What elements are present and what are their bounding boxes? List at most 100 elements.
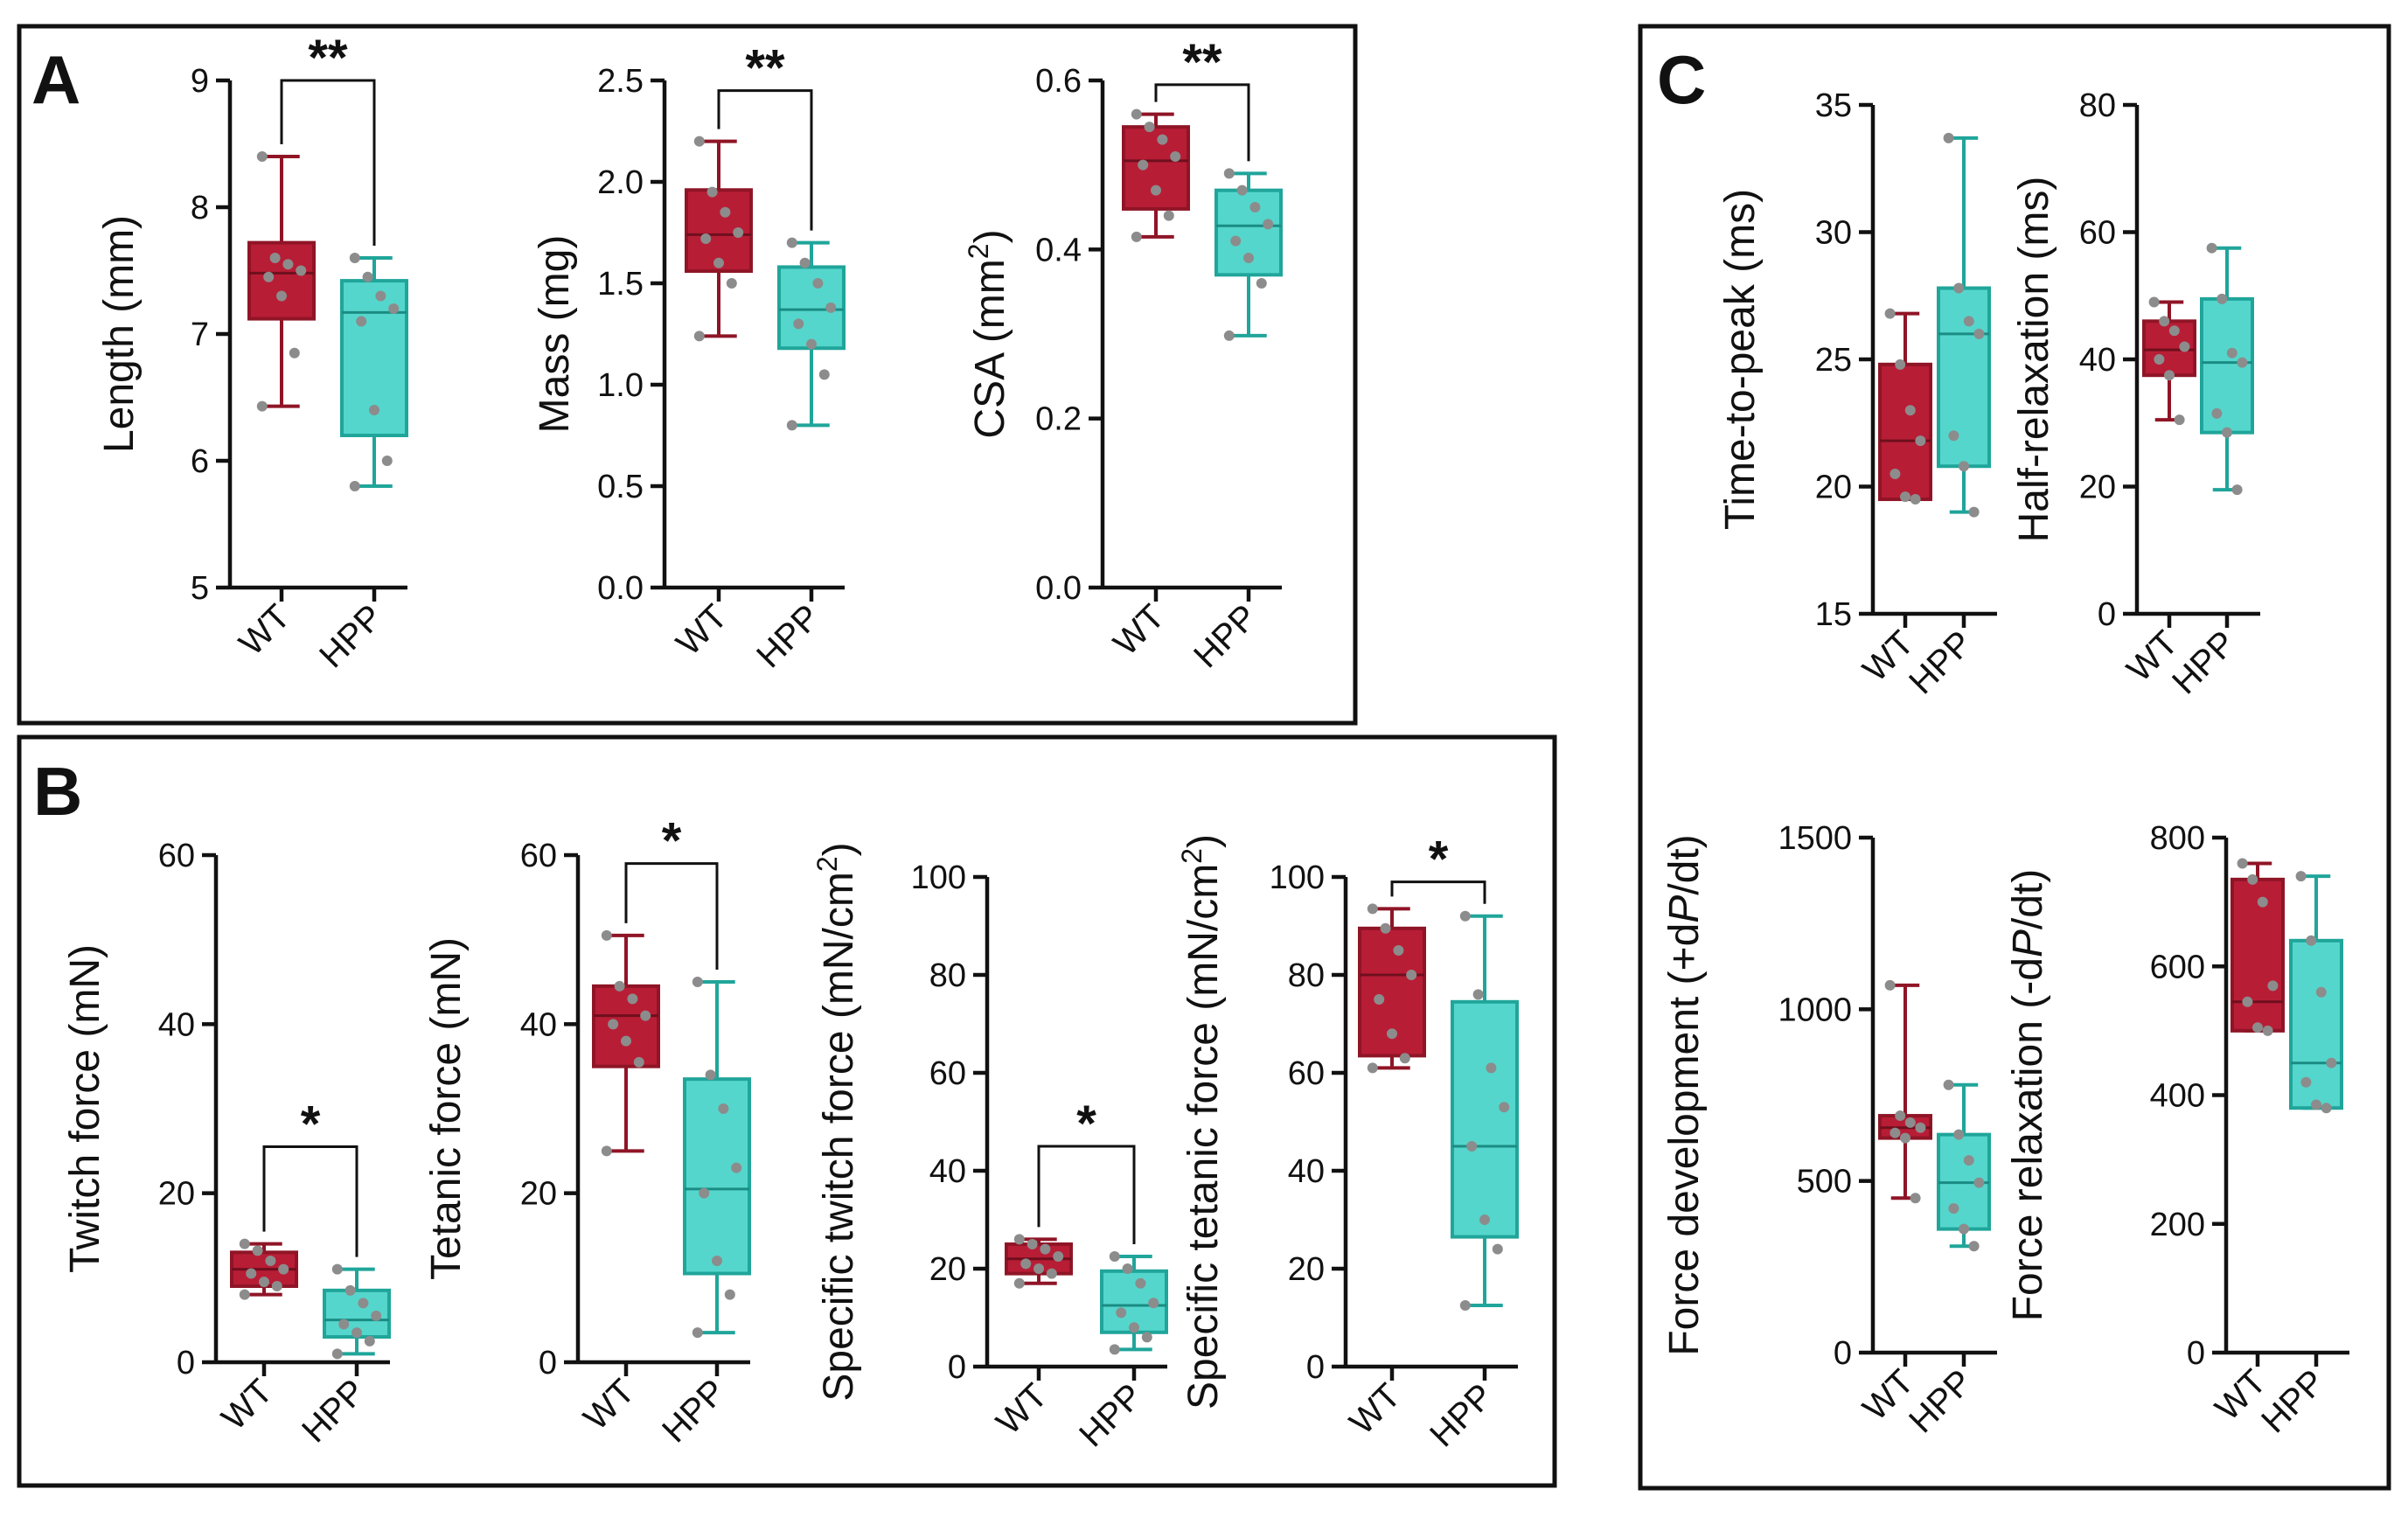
forcerelax-wt-box [2231, 877, 2285, 1033]
spec_twitch-x-tick-label: WT [989, 1376, 1054, 1442]
spec_twitch-y-tick-label: 60 [929, 1055, 966, 1092]
twitch-y-tick-label: 0 [177, 1345, 195, 1381]
length-wt-point [263, 271, 275, 282]
panel-a: A [17, 24, 1358, 726]
length-y-tick-label: 5 [191, 570, 209, 607]
tetanic-y-tick-label: 20 [520, 1176, 557, 1213]
ttp-hpp-point [1963, 316, 1974, 327]
forcedev-wt-point [1900, 1132, 1910, 1144]
length-hpp-point [369, 405, 379, 415]
twitch-y-tick-label: 20 [158, 1176, 195, 1213]
forcerelax-hpp-point [2326, 1057, 2337, 1068]
tetanic-y-tick-label: 60 [520, 838, 557, 874]
twitch-hpp-point [358, 1298, 369, 1309]
spec_twitch-hpp-point [1148, 1298, 1159, 1309]
csa-y-tick-label: 0.6 [1035, 63, 1082, 100]
tetanic-wt-point [640, 1010, 651, 1021]
mass-y-tick-label: 0.5 [597, 469, 644, 505]
spec_tetanic-hpp-point [1479, 1214, 1490, 1225]
twitch-wt-point [271, 1281, 282, 1291]
twitch-hpp-point [344, 1284, 356, 1296]
tetanic-hpp-point [705, 1069, 716, 1081]
spec_tetanic-x-tick-label: HPP [1423, 1376, 1500, 1454]
mass-significance-bracket [717, 89, 813, 231]
spec_tetanic-hpp-point [1499, 1102, 1510, 1113]
csa-wt-point [1131, 108, 1142, 120]
spec_tetanic-wt-point [1380, 922, 1391, 934]
length-x-tick-label: WT [232, 597, 297, 663]
spec_tetanic-y-tick-label: 40 [1288, 1153, 1325, 1190]
length-hpp-point [349, 481, 360, 491]
csa-hpp-point [1256, 278, 1267, 289]
forcedev-hpp-point [1968, 1241, 1980, 1252]
twitch-wt-point [259, 1277, 269, 1288]
ttp-wt-box [1878, 362, 1932, 502]
spec_twitch-hpp-point [1141, 1332, 1152, 1343]
length-y-label: Length (mm) [96, 215, 143, 453]
spec_tetanic-wt-point [1399, 1053, 1410, 1064]
length-hpp-point [356, 316, 367, 327]
twitch-significance-bracket [262, 1145, 358, 1257]
forcedev-y-tick-label: 500 [1797, 1164, 1852, 1200]
length-hpp-point [388, 303, 400, 314]
tetanic-wt-point [601, 1145, 612, 1157]
halfrelax-y-tick-label: 20 [2079, 470, 2116, 506]
csa-y-tick-label: 0.4 [1035, 232, 1082, 268]
forcedev-wt-point [1895, 1110, 1906, 1122]
mass-significance-label: ** [745, 40, 785, 97]
mass-hpp-point [799, 257, 811, 268]
twitch-wt-point [239, 1238, 250, 1249]
csa-wt-point [1157, 134, 1168, 145]
length-hpp-point [375, 290, 386, 302]
forcerelax-hpp-point [2300, 1076, 2312, 1088]
spec_twitch-wt-point [1020, 1258, 1032, 1270]
length-wt-point [256, 151, 268, 162]
spec_tetanic-hpp-point [1466, 1141, 1478, 1152]
twitch-wt-point [265, 1256, 276, 1266]
spec_twitch-hpp-point [1129, 1322, 1139, 1333]
csa-significance-bracket [1154, 83, 1250, 162]
length-hpp-point [381, 456, 393, 466]
csa-wt-box [1122, 125, 1190, 211]
tetanic-wt-box [592, 984, 660, 1068]
twitch-x-tick-label: HPP [295, 1372, 372, 1450]
halfrelax-wt-point [2154, 354, 2165, 365]
length-significance-label: ** [308, 30, 348, 87]
tetanic-wt-point [627, 993, 638, 1005]
length-wt-point [276, 290, 287, 302]
csa-wt-point [1138, 159, 1149, 170]
spec_tetanic-wt-point [1374, 994, 1385, 1005]
spec_twitch-wt-point [1040, 1243, 1051, 1255]
twitch-hpp-point [331, 1348, 343, 1360]
csa-wt-point [1151, 184, 1161, 196]
forcerelax-y-label: Force relaxation (-dP/dt) [2005, 869, 2051, 1322]
twitch-x-tick-label: WT [214, 1372, 280, 1437]
twitch-hpp-point [364, 1335, 375, 1347]
ttp-wt-point [1910, 494, 1921, 505]
mass-y-tick-label: 1.0 [597, 367, 644, 404]
tetanic-hpp-point [724, 1289, 735, 1300]
forcerelax-y-tick-label: 0 [2187, 1335, 2205, 1372]
ttp-wt-point [1895, 358, 1906, 370]
forcedev-x-tick-label: HPP [1902, 1362, 1980, 1440]
spec_twitch-y-tick-label: 80 [929, 957, 966, 994]
forcerelax-wt-point [2237, 858, 2248, 869]
halfrelax-y-tick-label: 60 [2079, 215, 2116, 252]
forcerelax-hpp-point [2315, 986, 2327, 998]
length-wt-point [256, 400, 268, 412]
spec_twitch-wt-point [1046, 1268, 1057, 1279]
length-wt-point [282, 259, 294, 270]
halfrelax-hpp-point [2237, 357, 2248, 368]
twitch-hpp-point [331, 1263, 343, 1275]
ttp-wt-point [1884, 308, 1896, 319]
spec_twitch-y-tick-label: 0 [948, 1349, 966, 1386]
spec_twitch-wt-point [1033, 1263, 1044, 1274]
spec_twitch-y-label: Specific twitch force (mN/cm2) [811, 842, 862, 1401]
length-wt-point [296, 265, 307, 276]
spec_tetanic-wt-point [1367, 1062, 1378, 1074]
length-chart: 5 6 7 8 9 WT HPP Length (mm) ** [96, 30, 408, 676]
ttp-y-tick-label: 30 [1815, 215, 1852, 252]
mass-wt-point [726, 278, 737, 289]
spec_tetanic-y-tick-label: 100 [1270, 859, 1325, 896]
